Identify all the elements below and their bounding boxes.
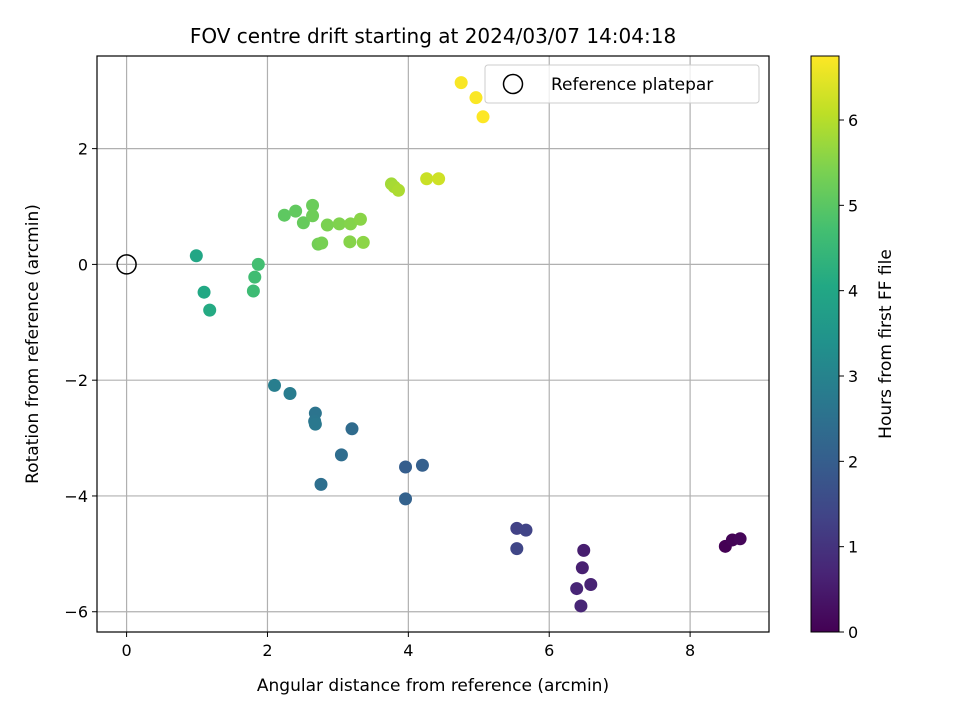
data-point bbox=[577, 543, 591, 557]
x-axis-ticks: 0 2 4 6 8 bbox=[121, 632, 695, 660]
data-point bbox=[308, 417, 322, 431]
data-point bbox=[306, 209, 320, 223]
plot-area-frame bbox=[96, 55, 770, 633]
data-point bbox=[320, 218, 334, 232]
data-point bbox=[420, 172, 434, 186]
x-tick-label: 6 bbox=[544, 641, 554, 660]
data-point bbox=[356, 235, 370, 249]
data-point bbox=[268, 378, 282, 392]
data-point bbox=[345, 422, 359, 436]
data-point bbox=[476, 110, 490, 124]
data-point bbox=[399, 492, 413, 506]
legend-box bbox=[484, 64, 760, 104]
colorbar-label: Hours from first FF file bbox=[876, 249, 896, 439]
data-point bbox=[314, 477, 328, 491]
colorbar-tick-label: 6 bbox=[848, 111, 858, 130]
data-point bbox=[391, 183, 405, 197]
data-point bbox=[343, 235, 357, 249]
x-tick-label: 8 bbox=[685, 641, 695, 660]
x-tick-label: 0 bbox=[121, 641, 131, 660]
data-point bbox=[574, 599, 588, 613]
data-point bbox=[353, 212, 367, 226]
data-point bbox=[203, 303, 217, 317]
data-point bbox=[575, 561, 589, 575]
y-axis-label: Rotation from reference (arcmin) bbox=[23, 204, 43, 484]
grid-lines bbox=[97, 56, 769, 632]
data-point bbox=[197, 285, 211, 299]
chart-title: FOV centre drift starting at 2024/03/07 … bbox=[190, 24, 676, 48]
y-tick-label: 2 bbox=[78, 140, 88, 159]
data-point bbox=[519, 523, 533, 537]
colorbar-tick-label: 3 bbox=[848, 367, 858, 386]
legend-label: Reference platepar bbox=[551, 75, 713, 95]
colorbar: 0 1 2 3 4 5 6 Hours from first FF file bbox=[810, 55, 896, 642]
data-point bbox=[332, 217, 346, 231]
data-points bbox=[189, 76, 747, 613]
data-point bbox=[296, 216, 310, 230]
colorbar-gradient bbox=[810, 55, 840, 633]
legend-marker-icon bbox=[502, 73, 524, 95]
data-point bbox=[454, 76, 468, 90]
colorbar-ticks: 0 1 2 3 4 5 6 bbox=[839, 111, 858, 642]
data-point bbox=[469, 91, 483, 105]
data-point bbox=[415, 458, 429, 472]
data-point bbox=[432, 172, 446, 186]
y-axis-ticks: −6 −4 −2 0 2 bbox=[64, 140, 97, 622]
x-axis-label: Angular distance from reference (arcmin) bbox=[257, 676, 609, 696]
legend: Reference platepar bbox=[484, 64, 760, 104]
colorbar-tick-label: 5 bbox=[848, 196, 858, 215]
data-point bbox=[189, 249, 203, 263]
data-point bbox=[306, 198, 320, 212]
colorbar-tick-label: 4 bbox=[848, 282, 858, 301]
data-point bbox=[733, 532, 747, 546]
data-point bbox=[584, 578, 598, 592]
colorbar-tick-label: 2 bbox=[848, 452, 858, 471]
data-point bbox=[246, 284, 260, 298]
data-point bbox=[570, 582, 584, 596]
x-tick-label: 2 bbox=[262, 641, 272, 660]
y-tick-label: −4 bbox=[64, 487, 88, 506]
data-point bbox=[283, 386, 297, 400]
colorbar-tick-label: 0 bbox=[848, 623, 858, 642]
data-point bbox=[344, 217, 358, 231]
x-tick-label: 4 bbox=[403, 641, 413, 660]
data-point bbox=[315, 236, 329, 250]
data-point bbox=[510, 542, 524, 556]
data-point bbox=[248, 270, 262, 284]
data-point bbox=[399, 460, 413, 474]
data-point bbox=[334, 448, 348, 462]
y-tick-label: 0 bbox=[78, 255, 88, 274]
data-point bbox=[277, 208, 291, 222]
data-point bbox=[289, 204, 303, 218]
y-tick-label: −2 bbox=[64, 371, 88, 390]
y-tick-label: −6 bbox=[64, 603, 88, 622]
reference-platepar-marker bbox=[116, 254, 137, 275]
data-point bbox=[251, 257, 265, 271]
colorbar-tick-label: 1 bbox=[848, 538, 858, 557]
